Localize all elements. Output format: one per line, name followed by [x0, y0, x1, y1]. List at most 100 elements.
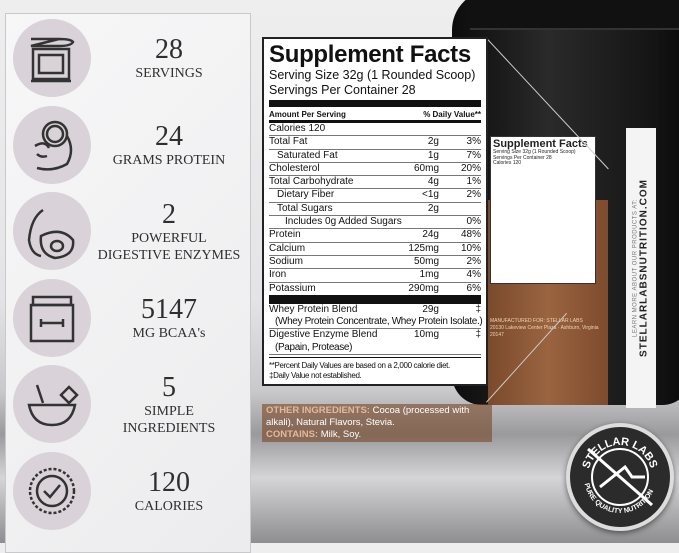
contains-text: Milk, Soy. — [318, 429, 362, 440]
nutrient-row: Total Carbohydrate 4g 1% — [269, 176, 481, 190]
nutrient-row: Cholesterol 60mg 20% — [269, 162, 481, 177]
nutrient-row: Iron 1mg 4% — [269, 269, 481, 283]
other-ingredients: OTHER INGREDIENTS: Cocoa (processed with… — [262, 404, 492, 442]
feature-label: POWERFUL — [131, 231, 207, 246]
address: 20130 Lakeview Center Plaza · Ashburn, V… — [490, 325, 599, 338]
papaya-icon — [13, 192, 91, 270]
feature-3: 5147 MG BCAA's — [5, 275, 251, 361]
nutrient-dv: 0% — [466, 216, 481, 228]
feature-5: 120 CALORIES — [5, 448, 251, 534]
blend-ingredients: (Papain, Protease) — [275, 341, 353, 353]
blend-row: Whey Protein Blend 29g ‡ (Whey Protein Conc… — [269, 303, 483, 330]
footnote-not-established: ‡Daily Value not established. — [269, 371, 362, 381]
blend-row: Digestive Enzyme Blend 10mg ‡ (Papain, Prot… — [269, 329, 481, 356]
nutrient-dv: 6% — [466, 282, 481, 294]
feature-4: 5 SIMPLE INGREDIENTS — [5, 361, 251, 447]
flexed-arm-icon — [13, 105, 91, 184]
nutrient-dv: 20% — [460, 162, 481, 174]
blend-name: Digestive Enzyme Blend — [269, 329, 378, 341]
other-ingredients-label: OTHER INGREDIENTS: — [266, 405, 370, 416]
nutrient-name: Total Carbohydrate — [269, 176, 354, 188]
feature-number: 5 — [162, 372, 176, 403]
blend-name: Whey Protein Blend — [269, 303, 358, 315]
amount-header: Amount Per Serving — [269, 110, 346, 119]
feature-text: 5147 MG BCAA's — [87, 293, 251, 342]
blend-ingredients: (Whey Protein Concentrate, Whey Protein … — [275, 316, 483, 328]
nutrient-amount: 125mg — [408, 242, 439, 254]
nutrient-amount: 60mg — [413, 162, 439, 174]
mixing-bowl-icon — [13, 365, 91, 443]
jar-url-strip — [626, 128, 656, 408]
container-scoop-icon — [13, 19, 91, 97]
nutrient-amount: 2g — [427, 202, 439, 214]
nutrient-amount: <1g — [422, 189, 439, 201]
nutrient-row: Includes 0g Added Sugars 0% — [269, 216, 481, 230]
nutrient-name: Sodium — [269, 255, 303, 267]
calories-row: Calories 120 — [269, 123, 481, 137]
footnote-dv: **Percent Daily Values are based on a 2,… — [269, 361, 450, 371]
calories: Calories 120 — [269, 123, 326, 134]
svg-text:STELLAR LABS: STELLAR LABS — [580, 436, 659, 470]
feature-label: MG BCAA's — [132, 325, 206, 341]
nutrient-row: Calcium 125mg 10% — [269, 243, 481, 256]
mini-serving: Serving Size 32g (1 Rounded Scoop) — [493, 149, 576, 155]
serving-size: Serving Size 32g (1 Rounded Scoop) — [269, 68, 476, 82]
nutrient-row: Dietary Fiber <1g 2% — [269, 189, 481, 203]
nutrient-amount: 290mg — [408, 282, 439, 294]
feature-text: 2 POWERFUL DIGESTIVE ENZYMES — [87, 200, 251, 264]
blend-amount: 29g — [422, 303, 439, 315]
nutrient-dv: 10% — [460, 242, 481, 254]
nutrient-row: Potassium 290mg 6% — [269, 283, 481, 300]
feature-text: 28 SERVINGS — [87, 35, 251, 82]
checkmark-badge-icon — [13, 451, 91, 530]
nutrient-amount — [402, 216, 445, 228]
nutrient-amount: 4g — [427, 176, 439, 188]
nutrient-dv: 7% — [466, 149, 481, 161]
jar-url: STELLARLABSNUTRITION.COM — [638, 179, 650, 357]
nutrient-amount: 50mg — [413, 255, 439, 267]
jar-manufacturer: MANUFACTURED FOR: STELLAR LABS 20130 Lak… — [490, 318, 606, 339]
mini-servings: Servings Per Container 28 — [493, 154, 552, 161]
nutrient-name: Cholesterol — [269, 162, 320, 174]
nutrient-name: Total Fat — [269, 136, 308, 148]
feature-label: CALORIES — [134, 498, 204, 514]
jar-mini-facts: Supplement Facts Serving Size 32g (1 Rou… — [490, 136, 596, 284]
feature-number: 120 — [148, 466, 190, 498]
feature-label: SIMPLE — [144, 404, 194, 419]
nutrient-amount: 2g — [427, 136, 439, 148]
feature-label: SERVINGS — [135, 66, 203, 81]
facts-title: Supplement Facts — [269, 41, 471, 68]
nutrient-name: Protein — [269, 229, 301, 241]
feature-number: 28 — [155, 34, 183, 65]
nutrient-dv — [439, 203, 481, 215]
feature-2: 2 POWERFUL DIGESTIVE ENZYMES — [5, 188, 251, 274]
mini-calories: Calories 120 — [493, 160, 522, 167]
contains-label: CONTAINS: — [266, 429, 319, 440]
blend-amount: 10mg — [413, 329, 439, 341]
feature-label: INGREDIENTS — [122, 421, 216, 436]
nutrient-name: Includes 0g Added Sugars — [285, 216, 402, 228]
nutrient-dv: 2% — [466, 255, 481, 267]
nutrient-row: Protein 24g 48% — [269, 229, 481, 243]
nutrient-row: Total Fat 2g 3% — [269, 136, 481, 150]
feature-text: 24 GRAMS PROTEIN — [87, 120, 251, 169]
nutrient-row: Sodium 50mg 2% — [269, 255, 481, 270]
mini-title: Supplement Facts — [493, 138, 588, 150]
divider — [269, 100, 481, 107]
nutrient-dv: 4% — [466, 269, 481, 281]
nutrient-dv: 2% — [466, 189, 481, 201]
nutrient-dv: 1% — [466, 176, 481, 188]
manufactured-for: MANUFACTURED FOR: STELLAR LABS — [490, 318, 583, 324]
nutrient-amount: 1g — [427, 149, 439, 161]
feature-number: 5147 — [141, 293, 197, 325]
nutrient-row: Saturated Fat 1g 7% — [269, 150, 481, 163]
nutrient-amount: 1mg — [419, 269, 439, 281]
feature-number: 2 — [162, 199, 176, 230]
nutrient-name: Total Sugars — [277, 202, 333, 214]
facts-header: Amount Per Serving % Daily Value** — [269, 109, 481, 123]
feature-number: 24 — [155, 120, 183, 152]
nutrient-name: Potassium — [269, 282, 316, 294]
feature-text: 5 SIMPLE INGREDIENTS — [87, 373, 251, 437]
feature-label: DIGESTIVE ENZYMES — [97, 248, 241, 263]
feature-text: 120 CALORIES — [87, 466, 251, 515]
